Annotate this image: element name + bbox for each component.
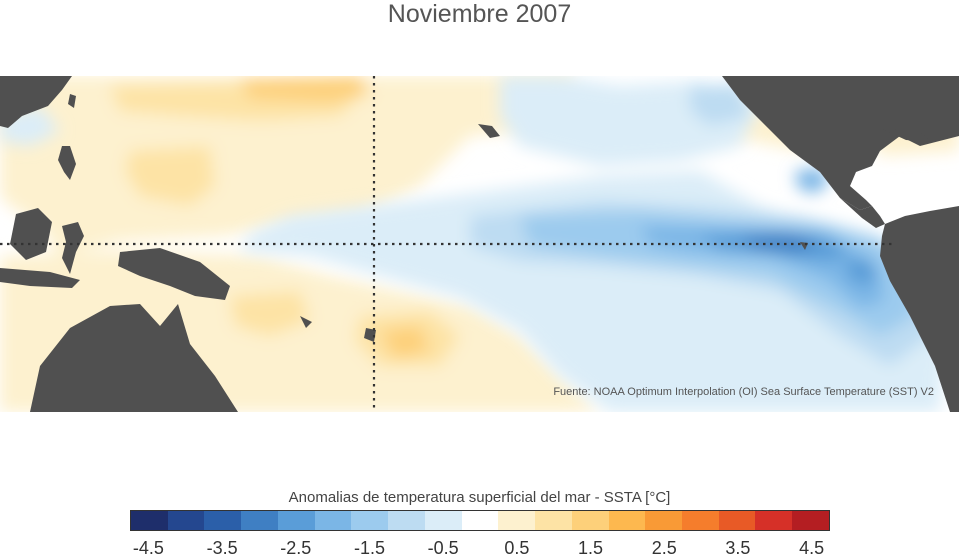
cool-anomaly-region bbox=[0, 76, 945, 412]
land-sulawesi bbox=[62, 222, 84, 274]
colorbar-swatch-5 bbox=[314, 511, 352, 530]
colorbar-swatch-11 bbox=[535, 511, 572, 530]
land-cuba bbox=[880, 128, 932, 142]
colorbar-tick-label: -2.5 bbox=[280, 538, 312, 558]
land-hawaii bbox=[478, 124, 500, 138]
data-source-note: Fuente: NOAA Optimum Interpolation (OI) … bbox=[553, 386, 934, 398]
sst-anomaly-map bbox=[0, 76, 959, 412]
land-borneo bbox=[10, 208, 52, 260]
colorbar-tick-label: 0.5 bbox=[504, 538, 530, 558]
colorbar-tick-label: -3.5 bbox=[206, 538, 238, 558]
map-title: Noviembre 2007 bbox=[387, 0, 572, 28]
colorbar-swatch-17 bbox=[755, 511, 793, 530]
colorbar-swatch-8 bbox=[424, 511, 462, 530]
colorbar-swatch-14 bbox=[645, 511, 683, 530]
land-fiji bbox=[364, 328, 376, 342]
colorbar-tick-label: 2.5 bbox=[651, 538, 677, 558]
land-australia bbox=[30, 304, 238, 412]
colorbar-swatch-10 bbox=[498, 511, 536, 530]
colorbar-swatch-18 bbox=[792, 511, 829, 530]
land-asia-north bbox=[0, 76, 72, 128]
colorbar-swatch-1 bbox=[167, 511, 205, 530]
land-south-america bbox=[880, 206, 959, 412]
colorbar-swatch-4 bbox=[277, 511, 315, 530]
land-new-guinea bbox=[118, 248, 230, 300]
land-masses bbox=[0, 76, 959, 412]
land-central-america bbox=[840, 198, 885, 228]
colorbar-swatch-16 bbox=[718, 511, 756, 530]
colorbar-tick-label: 1.5 bbox=[578, 538, 604, 558]
colorbar-tick-label: -1.5 bbox=[353, 538, 385, 558]
colorbar-swatch-12 bbox=[571, 511, 609, 530]
land-north-america bbox=[722, 76, 959, 210]
land-taiwan bbox=[68, 94, 76, 108]
colorbar-swatch-6 bbox=[351, 511, 389, 530]
colorbar-tick-label: -4.5 bbox=[132, 538, 164, 558]
colorbar bbox=[130, 510, 830, 531]
colorbar-ticks: -4.5 -3.5 -2.5 -1.5 -0.5 0.5 1.5 2.5 3.5 4.5 bbox=[0, 538, 959, 558]
colorbar-swatch-13 bbox=[608, 511, 646, 530]
colorbar-swatch-15 bbox=[682, 511, 719, 530]
land-sumatra-java bbox=[0, 268, 80, 288]
colorbar-swatch-2 bbox=[204, 511, 242, 530]
colorbar-tick-label: 4.5 bbox=[799, 538, 825, 558]
land-new-caledonia bbox=[300, 316, 312, 328]
colorbar-tick-label: 3.5 bbox=[725, 538, 751, 558]
colorbar-swatch-7 bbox=[388, 511, 425, 530]
colorbar-label: Anomalias de temperatura superficial del… bbox=[288, 489, 671, 506]
land-philippines bbox=[58, 146, 76, 180]
colorbar-swatch-3 bbox=[241, 511, 278, 530]
colorbar-swatch-0 bbox=[131, 511, 168, 530]
colorbar-tick-label: -0.5 bbox=[427, 538, 459, 558]
colorbar-swatch-9 bbox=[461, 511, 499, 530]
